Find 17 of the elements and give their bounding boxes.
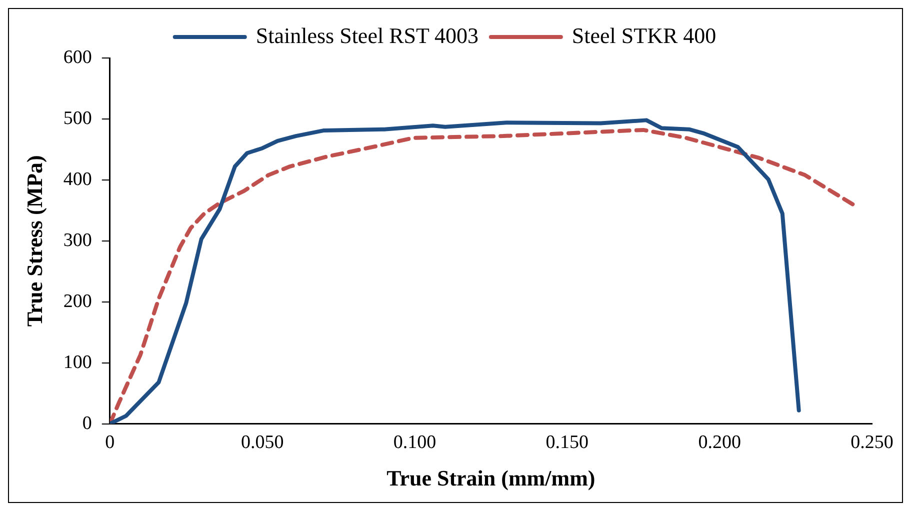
y-tick-label: 600	[63, 46, 92, 68]
x-tick-label: 0.250	[850, 432, 894, 454]
legend-label: Steel STKR 400	[572, 22, 716, 48]
y-tick-label: 100	[63, 352, 92, 373]
x-tick-label: 0.200	[698, 432, 741, 454]
legend-label: Stainless Steel RST 4003	[256, 22, 479, 48]
y-tick-label: 0	[82, 412, 92, 434]
x-tick-label: 0	[105, 432, 115, 454]
y-tick-label: 200	[63, 290, 92, 312]
x-tick-label: 0.100	[393, 432, 436, 454]
x-tick-label: 0.150	[546, 432, 589, 454]
y-axis-title: True Stress (MPa)	[22, 155, 47, 327]
x-axis-title: True Strain (mm/mm)	[386, 465, 596, 490]
y-tick-label: 500	[63, 108, 92, 129]
x-tick-label: 0.050	[240, 432, 284, 454]
y-tick-label: 400	[63, 168, 92, 190]
y-tick-label: 300	[63, 230, 92, 251]
